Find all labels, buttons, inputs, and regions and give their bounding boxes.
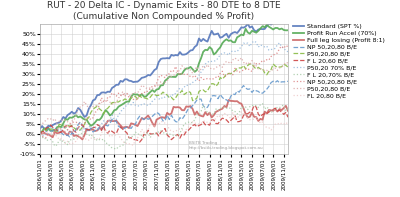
Legend: Standard (SPT %), Profit Run Accel (70%), Full leg losing (Profit 8:1), NP 50,20: Standard (SPT %), Profit Run Accel (70%)… <box>290 21 387 101</box>
Text: BSITB Trading
http://bsitb-trading.blogspot.com.au: BSITB Trading http://bsitb-trading.blogs… <box>189 141 264 150</box>
Title: RUT - 20 Delta IC - Dynamic Exits - 80 DTE to 8 DTE
(Cumulative Non Compounded %: RUT - 20 Delta IC - Dynamic Exits - 80 D… <box>47 1 281 21</box>
